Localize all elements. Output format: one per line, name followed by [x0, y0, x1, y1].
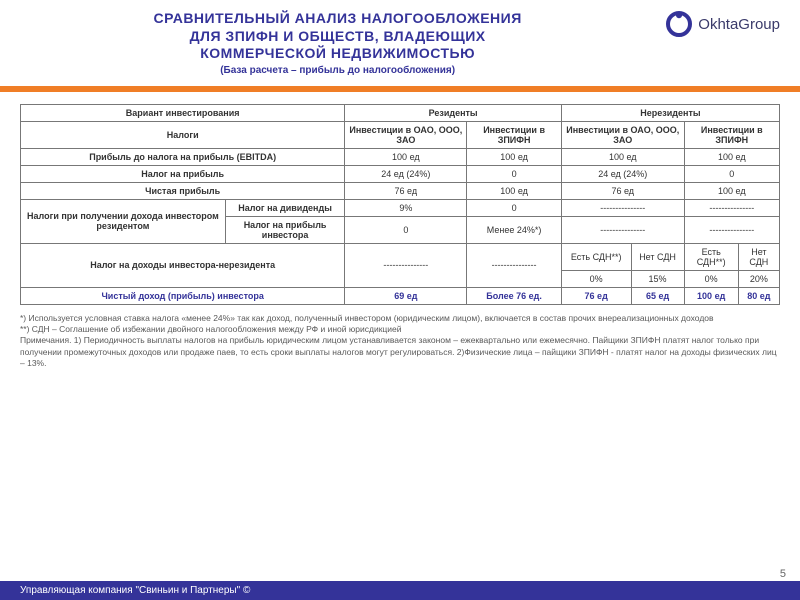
cell: 100 ед — [684, 148, 779, 165]
cell: Менее 24%*) — [467, 216, 562, 243]
th-invest-zpifn-1: Инвестиции в ЗПИФН — [467, 121, 562, 148]
cell: 0% — [684, 270, 738, 287]
title-line-2: ДЛЯ ЗПИФН И ОБЩЕСТВ, ВЛАДЕЮЩИХ — [20, 28, 655, 46]
th-residents: Резиденты — [345, 104, 562, 121]
cell: 100 ед — [684, 182, 779, 199]
page-number: 5 — [780, 568, 786, 580]
th-variant: Вариант инвестирования — [21, 104, 345, 121]
cell: 15% — [631, 270, 684, 287]
cell: 100 ед — [345, 148, 467, 165]
row-inv-profit-tax-label: Налог на прибыль инвестора — [225, 216, 345, 243]
logo-icon — [665, 10, 693, 38]
th-invest-oao-2: Инвестиции в ОАО, ООО, ЗАО — [561, 121, 684, 148]
header: СРАВНИТЕЛЬНЫЙ АНАЛИЗ НАЛОГООБЛОЖЕНИЯ ДЛЯ… — [0, 0, 800, 80]
footer-bar: Управляющая компания "Свиньин и Партнеры… — [0, 581, 800, 600]
footnotes: *) Используется условная ставка налога «… — [0, 305, 800, 370]
divider-bar — [0, 86, 800, 92]
th-taxes: Налоги — [21, 121, 345, 148]
row-nonres-tax-label: Налог на доходы инвестора-нерезидента — [21, 243, 345, 287]
subtitle: (База расчета – прибыль до налогообложен… — [20, 65, 655, 76]
cell: 76 ед — [561, 182, 684, 199]
cell: --------------- — [561, 199, 684, 216]
logo: OkhtaGroup — [665, 10, 780, 38]
row-resident-taxes-label: Налоги при получении дохода инвестором р… — [21, 199, 226, 243]
cell: --------------- — [467, 243, 562, 287]
title-line-3: КОММЕРЧЕСКОЙ НЕДВИЖИМОСТЬЮ — [20, 45, 655, 63]
cell: 24 ед (24%) — [561, 165, 684, 182]
cell: 24 ед (24%) — [345, 165, 467, 182]
cell: --------------- — [561, 216, 684, 243]
cell: 0 — [684, 165, 779, 182]
th-nonresidents: Нерезиденты — [561, 104, 779, 121]
row-div-tax-label: Налог на дивиденды — [225, 199, 345, 216]
cell: 100 ед — [561, 148, 684, 165]
cell: --------------- — [345, 243, 467, 287]
cell: --------------- — [684, 216, 779, 243]
cell: 100 ед — [684, 287, 738, 304]
cell: 69 ед — [345, 287, 467, 304]
cell: 0 — [467, 165, 562, 182]
row-ebitda-label: Прибыль до налога на прибыль (EBITDA) — [21, 148, 345, 165]
cell: 0 — [345, 216, 467, 243]
row-net-profit-label: Чистая прибыль — [21, 182, 345, 199]
cell: --------------- — [684, 199, 779, 216]
cell: 9% — [345, 199, 467, 216]
th-invest-zpifn-2: Инвестиции в ЗПИФН — [684, 121, 779, 148]
footer-text: Управляющая компания "Свиньин и Партнеры… — [20, 585, 250, 596]
row-profit-tax-label: Налог на прибыль — [21, 165, 345, 182]
logo-text: OkhtaGroup — [698, 16, 780, 33]
cell: Есть СДН**) — [561, 243, 631, 270]
cell: 100 ед — [467, 148, 562, 165]
cell: 76 ед — [561, 287, 631, 304]
cell: 80 ед — [738, 287, 779, 304]
cell: 65 ед — [631, 287, 684, 304]
cell: 76 ед — [345, 182, 467, 199]
note-1: *) Используется условная ставка налога «… — [20, 313, 780, 324]
title-line-1: СРАВНИТЕЛЬНЫЙ АНАЛИЗ НАЛОГООБЛОЖЕНИЯ — [20, 10, 655, 28]
cell: 0% — [561, 270, 631, 287]
title-block: СРАВНИТЕЛЬНЫЙ АНАЛИЗ НАЛОГООБЛОЖЕНИЯ ДЛЯ… — [20, 10, 665, 76]
th-invest-oao-1: Инвестиции в ОАО, ООО, ЗАО — [345, 121, 467, 148]
cell: 0 — [467, 199, 562, 216]
note-2: **) СДН – Соглашение об избежании двойно… — [20, 324, 780, 335]
cell: Есть СДН**) — [684, 243, 738, 270]
cell: Более 76 ед. — [467, 287, 562, 304]
cell: Нет СДН — [738, 243, 779, 270]
row-final-label: Чистый доход (прибыль) инвестора — [21, 287, 345, 304]
note-3: Примечания. 1) Периодичность выплаты нал… — [20, 335, 780, 369]
cell: Нет СДН — [631, 243, 684, 270]
cell: 100 ед — [467, 182, 562, 199]
cell: 20% — [738, 270, 779, 287]
comparison-table: Вариант инвестирования Резиденты Нерезид… — [0, 104, 800, 305]
